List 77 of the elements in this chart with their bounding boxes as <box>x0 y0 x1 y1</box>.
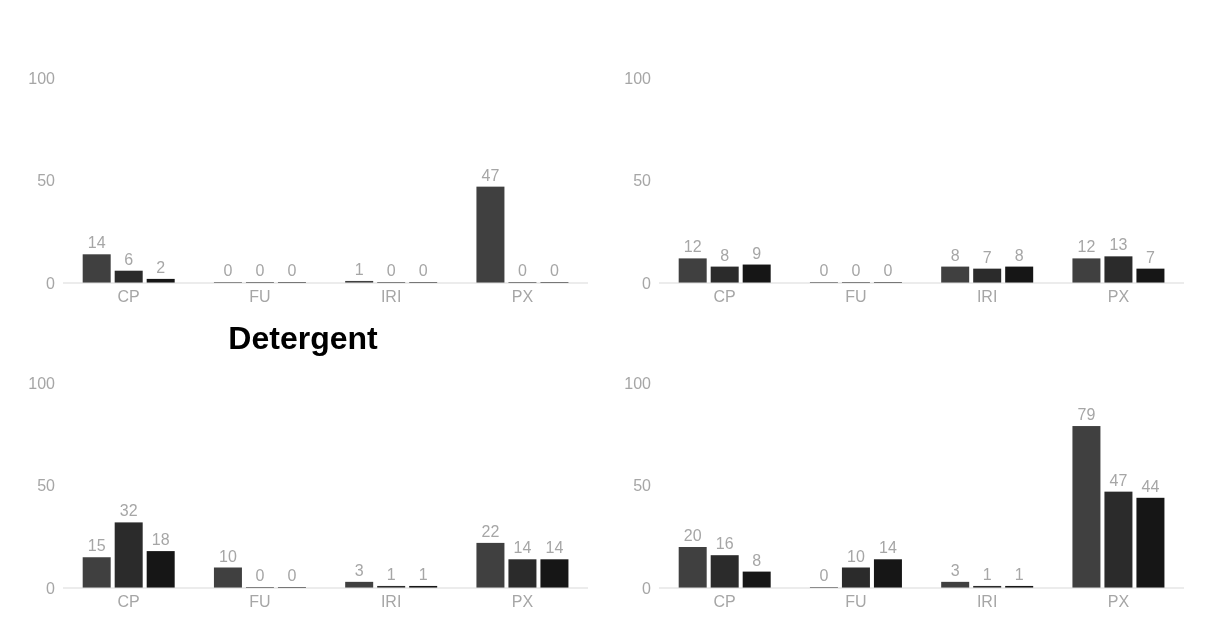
data-label: 1 <box>1014 565 1024 583</box>
x-tick-label: FU <box>249 593 271 611</box>
data-label: 8 <box>752 551 762 569</box>
data-label: 10 <box>219 547 237 565</box>
x-tick-label: PX <box>1107 288 1130 306</box>
x-tick-label: FU <box>845 593 867 611</box>
x-tick-label: CP <box>117 593 140 611</box>
x-tick-label: PX <box>511 288 534 306</box>
data-label: 16 <box>715 535 734 553</box>
x-tick-label: IRI <box>976 593 998 611</box>
data-label: 15 <box>87 537 106 555</box>
y-tick-label: 0 <box>642 274 652 292</box>
y-tick-label: 100 <box>28 69 56 87</box>
data-label: 0 <box>386 262 396 279</box>
data-label: 32 <box>119 502 138 520</box>
data-label: 12 <box>683 238 702 256</box>
data-label: 0 <box>549 262 559 279</box>
data-label: 8 <box>1014 246 1024 264</box>
data-label: 0 <box>287 262 297 279</box>
data-label: 18 <box>151 531 170 549</box>
x-tick-label: FU <box>249 288 271 306</box>
x-tick-label: IRI <box>380 593 402 611</box>
data-label: 79 <box>1077 406 1096 424</box>
data-label: 6 <box>124 250 134 268</box>
y-tick-label: 50 <box>37 172 56 190</box>
y-tick-label: 0 <box>642 579 652 597</box>
data-label: 0 <box>287 567 297 584</box>
data-label: 1 <box>354 260 364 278</box>
data-label: 1 <box>386 565 396 583</box>
x-tick-label: IRI <box>380 288 402 306</box>
data-label: 0 <box>418 262 428 279</box>
x-tick-label: CP <box>117 288 140 306</box>
data-label: 2 <box>156 258 166 276</box>
data-label: 8 <box>950 246 960 264</box>
y-tick-label: 50 <box>37 477 56 495</box>
data-label: 3 <box>354 561 364 579</box>
data-label: 8 <box>720 246 730 264</box>
y-tick-label: 100 <box>28 374 56 392</box>
data-label: 13 <box>1109 236 1128 254</box>
data-label: 22 <box>481 522 500 540</box>
data-label: 12 <box>1077 238 1096 256</box>
y-tick-label: 100 <box>624 374 652 392</box>
x-tick-label: IRI <box>976 288 998 306</box>
data-label: 0 <box>255 262 265 279</box>
chart-title: Detergent <box>228 320 378 356</box>
data-label: 0 <box>255 567 265 584</box>
data-label: 0 <box>851 262 861 279</box>
data-label: 1 <box>982 565 992 583</box>
x-tick-label: FU <box>845 288 867 306</box>
data-label: 0 <box>883 262 893 279</box>
data-label: 7 <box>982 248 992 266</box>
data-label: 1 <box>418 565 428 583</box>
data-label: 47 <box>1109 471 1128 489</box>
y-tick-label: 50 <box>633 172 652 190</box>
x-tick-label: CP <box>713 288 736 306</box>
data-label: 0 <box>819 567 829 584</box>
data-label: 7 <box>1145 248 1155 266</box>
data-label: 14 <box>87 234 106 252</box>
data-label: 14 <box>545 539 564 557</box>
data-label: 9 <box>752 244 762 262</box>
data-label: 0 <box>223 262 233 279</box>
y-tick-label: 0 <box>46 579 56 597</box>
data-label: 10 <box>847 547 865 565</box>
data-label: 0 <box>819 262 829 279</box>
x-tick-label: PX <box>1107 593 1130 611</box>
data-label: 3 <box>950 561 960 579</box>
y-tick-label: 50 <box>633 477 652 495</box>
x-tick-label: PX <box>511 593 534 611</box>
data-label: 14 <box>513 539 532 557</box>
y-tick-label: 0 <box>46 274 56 292</box>
data-label: 0 <box>517 262 527 279</box>
x-tick-label: CP <box>713 593 736 611</box>
data-label: 47 <box>481 166 500 184</box>
data-label: 20 <box>683 527 702 544</box>
data-label: 44 <box>1141 477 1160 495</box>
y-tick-label: 100 <box>624 69 652 87</box>
data-label: 14 <box>879 539 897 557</box>
